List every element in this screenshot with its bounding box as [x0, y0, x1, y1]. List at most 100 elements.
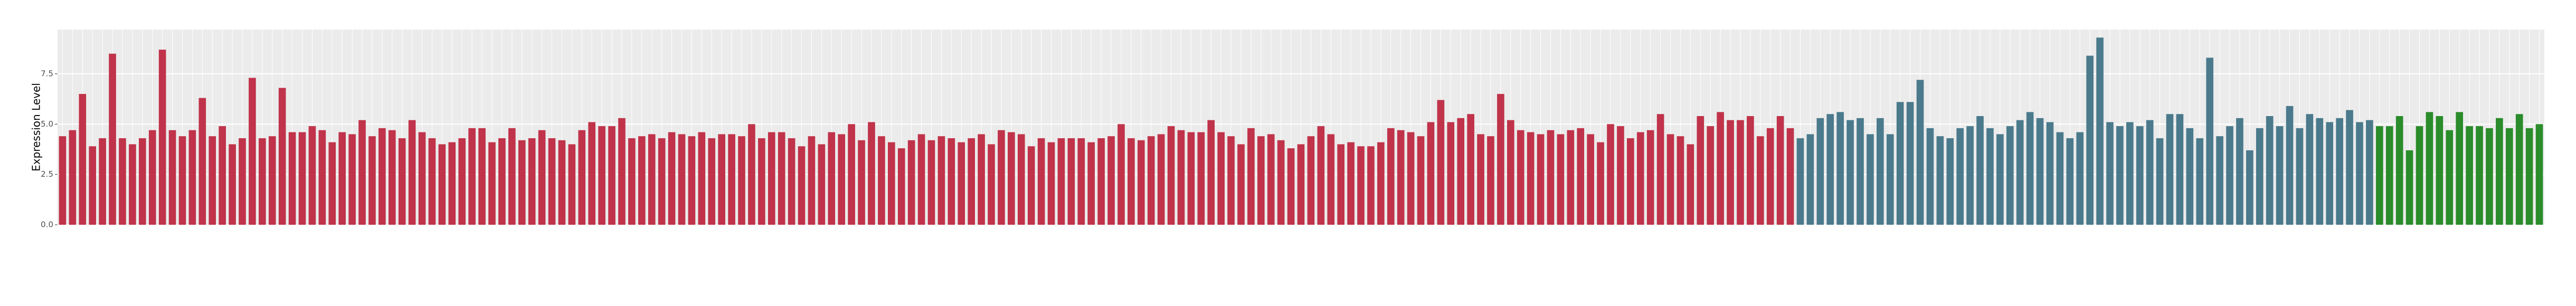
bar: [2426, 112, 2433, 225]
bar: [897, 148, 905, 225]
bar: [2306, 114, 2314, 225]
bar: [1537, 134, 1545, 225]
bar: [578, 130, 586, 225]
bar: [1617, 126, 1624, 225]
bar: [1387, 128, 1395, 225]
bar: [2136, 126, 2144, 225]
bar: [1197, 132, 1205, 225]
bar: [808, 136, 816, 225]
bar: [2376, 126, 2383, 225]
bar: [1666, 134, 1674, 225]
bar: [2176, 114, 2184, 225]
bar: [2405, 150, 2413, 225]
bar: [1826, 114, 1834, 225]
bar: [1986, 128, 1994, 225]
bar: [1607, 124, 1614, 225]
bar: [1896, 102, 1904, 225]
bar: [968, 138, 975, 225]
bar: [278, 88, 286, 225]
bar: [1906, 102, 1914, 225]
bar: [2416, 126, 2423, 225]
bar: [758, 138, 765, 225]
bar: [1836, 112, 1844, 225]
bar: [538, 130, 546, 225]
bar: [1067, 138, 1075, 225]
bar: [1157, 134, 1165, 225]
bar: [1656, 114, 1664, 225]
bar: [2186, 128, 2194, 225]
bar: [1567, 130, 1575, 225]
bar: [468, 128, 476, 225]
bar: [388, 130, 396, 225]
bar: [1287, 148, 1295, 225]
bar: [2436, 116, 2444, 225]
bar: [1646, 130, 1654, 225]
bar: [1417, 136, 1425, 225]
bar: [2146, 120, 2154, 225]
bar: [728, 134, 735, 225]
bar: [1357, 146, 1365, 225]
bar: [1677, 136, 1684, 225]
bar: [249, 78, 256, 225]
bar: [2525, 128, 2533, 225]
bar: [738, 136, 745, 225]
bar: [1347, 142, 1355, 225]
bar: [1147, 136, 1155, 225]
bar: [1407, 132, 1415, 225]
bar: [958, 142, 965, 225]
bar: [1087, 142, 1095, 225]
bar: [2316, 118, 2324, 225]
bar: [2056, 132, 2064, 225]
bar: [1867, 134, 1874, 225]
bar: [1966, 126, 1974, 225]
bar: [1776, 116, 1784, 225]
bar: [2216, 136, 2223, 225]
bar: [2036, 118, 2044, 225]
bar: [2086, 55, 2094, 225]
bar: [1857, 118, 1864, 225]
bar: [1447, 122, 1455, 225]
bar: [1577, 128, 1585, 225]
bar: [168, 130, 176, 225]
bar: [188, 130, 196, 225]
bar: [1687, 144, 1694, 225]
bar: [2256, 128, 2264, 225]
bar: [2066, 138, 2074, 225]
bar: [548, 138, 556, 225]
bar: [1527, 132, 1535, 225]
bar: [2496, 118, 2503, 225]
bar: [1117, 124, 1125, 225]
bar: [1747, 116, 1754, 225]
y-tick-label: 7.5: [41, 69, 53, 78]
bar: [1517, 130, 1524, 225]
bar: [588, 122, 596, 225]
bar: [2046, 122, 2054, 225]
bar: [2356, 122, 2363, 225]
y-tick-label: 0.0: [41, 220, 53, 230]
bar: [927, 140, 935, 225]
bar: [948, 138, 955, 225]
bar: [2395, 116, 2403, 225]
bar: [99, 138, 106, 225]
bar: [59, 136, 67, 225]
bar: [708, 138, 716, 225]
bar: [1627, 138, 1634, 225]
bar: [2226, 126, 2233, 225]
bar: [1487, 136, 1494, 225]
bar: [2515, 114, 2523, 225]
bar: [2196, 138, 2204, 225]
bar: [408, 120, 416, 225]
bar: [2016, 120, 2024, 225]
bar: [2346, 110, 2353, 225]
bar: [2366, 120, 2373, 225]
bar: [318, 130, 326, 225]
bar: [668, 132, 676, 225]
bar: [498, 138, 506, 225]
bar: [868, 122, 875, 225]
bar: [508, 128, 516, 225]
bar: [1697, 116, 1704, 225]
bar: [838, 134, 846, 225]
bar: [907, 140, 915, 225]
bar: [178, 136, 186, 225]
bar: [858, 140, 865, 225]
